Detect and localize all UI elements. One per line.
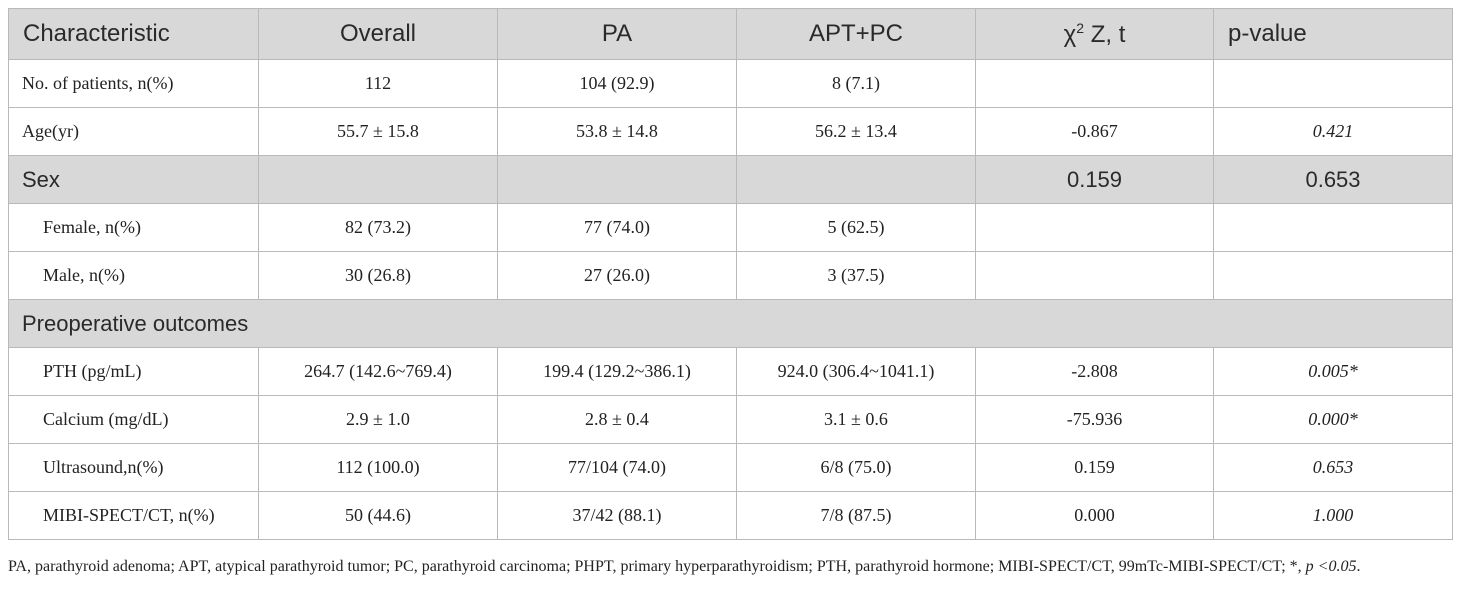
row-label: No. of patients, n(%) xyxy=(8,59,259,108)
cell-stat: -2.808 xyxy=(975,347,1214,396)
cell-overall: 82 (73.2) xyxy=(258,203,498,252)
cell-apt-pc: 3.1 ± 0.6 xyxy=(736,395,976,444)
cell-apt-pc: 7/8 (87.5) xyxy=(736,491,976,540)
cell-stat: 0.000 xyxy=(975,491,1214,540)
cell-pvalue: 0.653 xyxy=(1213,443,1453,492)
table-row: Ultrasound,n(%) 112 (100.0) 77/104 (74.0… xyxy=(8,443,1453,492)
cell-overall: 55.7 ± 15.8 xyxy=(258,107,498,156)
row-label: Calcium (mg/dL) xyxy=(8,395,259,444)
row-label: PTH (pg/mL) xyxy=(8,347,259,396)
header-stat-chi: χ xyxy=(1063,20,1077,48)
cell-pa: 104 (92.9) xyxy=(497,59,737,108)
header-pvalue: p-value xyxy=(1213,8,1453,60)
row-label: MIBI-SPECT/CT, n(%) xyxy=(8,491,259,540)
cell-pvalue: 0.005* xyxy=(1213,347,1453,396)
cell-apt-pc: 924.0 (306.4~1041.1) xyxy=(736,347,976,396)
characteristics-table: Characteristic Overall PA APT+PC χ2 Z, t… xyxy=(8,8,1453,540)
cell-pa: 77 (74.0) xyxy=(497,203,737,252)
cell-overall: 264.7 (142.6~769.4) xyxy=(258,347,498,396)
table-row: Age(yr) 55.7 ± 15.8 53.8 ± 14.8 56.2 ± 1… xyxy=(8,107,1453,156)
footnote-italic: p <0.05 xyxy=(1305,558,1357,575)
cell-apt-pc: 56.2 ± 13.4 xyxy=(736,107,976,156)
footnote-end: . xyxy=(1356,558,1361,575)
row-label: Male, n(%) xyxy=(8,251,259,300)
section-row-sex: Sex 0.159 0.653 xyxy=(8,155,1453,204)
table-container: Characteristic Overall PA APT+PC χ2 Z, t… xyxy=(8,8,1453,540)
cell-overall: 50 (44.6) xyxy=(258,491,498,540)
cell-overall: 112 xyxy=(258,59,498,108)
section-label: Preoperative outcomes xyxy=(8,299,1453,348)
header-pa: PA xyxy=(497,8,737,60)
header-stat-sup: 2 xyxy=(1076,19,1085,36)
cell-stat xyxy=(975,203,1214,252)
cell-pa: 2.8 ± 0.4 xyxy=(497,395,737,444)
table-row: MIBI-SPECT/CT, n(%) 50 (44.6) 37/42 (88.… xyxy=(8,491,1453,540)
table-row: Male, n(%) 30 (26.8) 27 (26.0) 3 (37.5) xyxy=(8,251,1453,300)
cell-pvalue: 0.000* xyxy=(1213,395,1453,444)
header-characteristic: Characteristic xyxy=(8,8,259,60)
row-label: Age(yr) xyxy=(8,107,259,156)
table-row: No. of patients, n(%) 112 104 (92.9) 8 (… xyxy=(8,59,1453,108)
cell-pa: 53.8 ± 14.8 xyxy=(497,107,737,156)
cell-pa: 77/104 (74.0) xyxy=(497,443,737,492)
header-apt-pc: APT+PC xyxy=(736,8,976,60)
table-row: Calcium (mg/dL) 2.9 ± 1.0 2.8 ± 0.4 3.1 … xyxy=(8,395,1453,444)
cell-pvalue: 1.000 xyxy=(1213,491,1453,540)
cell-overall: 2.9 ± 1.0 xyxy=(258,395,498,444)
cell-overall: 112 (100.0) xyxy=(258,443,498,492)
row-label: Ultrasound,n(%) xyxy=(8,443,259,492)
cell-apt-pc: 5 (62.5) xyxy=(736,203,976,252)
cell-pa: 37/42 (88.1) xyxy=(497,491,737,540)
cell-apt-pc: 6/8 (75.0) xyxy=(736,443,976,492)
cell-stat: -0.867 xyxy=(975,107,1214,156)
cell-pvalue: 0.421 xyxy=(1213,107,1453,156)
row-label: Female, n(%) xyxy=(8,203,259,252)
table-footnote: PA, parathyroid adenoma; APT, atypical p… xyxy=(8,556,1452,578)
cell-pvalue xyxy=(1213,203,1453,252)
table-row: Female, n(%) 82 (73.2) 77 (74.0) 5 (62.5… xyxy=(8,203,1453,252)
footnote-text: PA, parathyroid adenoma; APT, atypical p… xyxy=(8,558,1306,575)
header-stat-rest: Z, t xyxy=(1084,20,1126,48)
cell-empty xyxy=(258,155,498,204)
cell-pvalue: 0.653 xyxy=(1213,155,1453,204)
cell-apt-pc: 8 (7.1) xyxy=(736,59,976,108)
cell-stat: 0.159 xyxy=(975,155,1214,204)
cell-stat xyxy=(975,251,1214,300)
cell-stat: 0.159 xyxy=(975,443,1214,492)
section-row-preoperative: Preoperative outcomes xyxy=(8,299,1453,348)
cell-apt-pc: 3 (37.5) xyxy=(736,251,976,300)
cell-pvalue xyxy=(1213,59,1453,108)
cell-overall: 30 (26.8) xyxy=(258,251,498,300)
section-label: Sex xyxy=(8,155,259,204)
cell-empty xyxy=(736,155,976,204)
header-overall: Overall xyxy=(258,8,498,60)
table-row: PTH (pg/mL) 264.7 (142.6~769.4) 199.4 (1… xyxy=(8,347,1453,396)
cell-pvalue xyxy=(1213,251,1453,300)
cell-pa: 27 (26.0) xyxy=(497,251,737,300)
cell-empty xyxy=(497,155,737,204)
header-statistic: χ2 Z, t xyxy=(975,8,1214,60)
cell-stat xyxy=(975,59,1214,108)
cell-stat: -75.936 xyxy=(975,395,1214,444)
cell-pa: 199.4 (129.2~386.1) xyxy=(497,347,737,396)
header-row: Characteristic Overall PA APT+PC χ2 Z, t… xyxy=(8,8,1453,60)
